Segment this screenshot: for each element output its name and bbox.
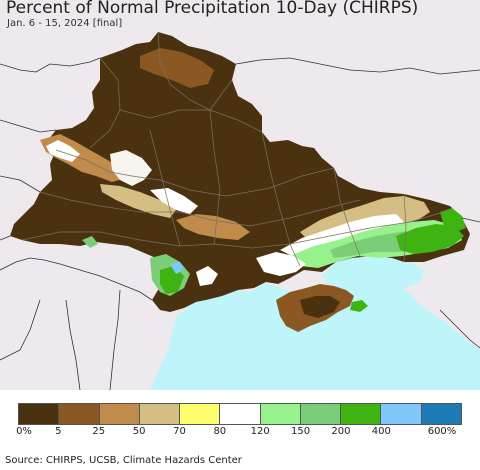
legend-tick-label: 25 xyxy=(92,426,106,437)
region-white-east xyxy=(280,214,404,258)
legend-swatch xyxy=(19,404,60,424)
region-medium-brown-north xyxy=(140,48,214,88)
region-white-west3 xyxy=(150,188,198,214)
legend-swatch xyxy=(220,404,261,424)
sea-of-azov xyxy=(322,256,424,288)
map-subtitle: Jan. 6 - 15, 2024 [final] xyxy=(7,18,123,29)
region-blue-southwest xyxy=(170,262,184,274)
region-white-west2 xyxy=(110,150,152,186)
precipitation-map xyxy=(0,0,480,391)
region-tan-west2 xyxy=(100,184,176,218)
legend-tick-label: 600% xyxy=(427,426,457,437)
legend-tick-label: 50 xyxy=(132,426,146,437)
region-white-west xyxy=(46,140,80,162)
region-darkgreen-east2 xyxy=(440,208,466,232)
legend-swatch xyxy=(139,404,181,424)
legend-swatch xyxy=(99,404,140,424)
legend-swatch xyxy=(341,404,382,424)
legend-tick-label: 70 xyxy=(173,426,186,437)
map-svg xyxy=(0,0,480,391)
legend-tick-label: 200 xyxy=(331,426,351,437)
legend-ticks: 0% 5 25 50 70 80 120 150 200 400 600% xyxy=(0,426,480,440)
legend-swatch xyxy=(381,404,422,424)
country-borders xyxy=(0,57,480,391)
legend-tick-label: 0% xyxy=(16,426,32,437)
legend-swatch xyxy=(180,404,221,424)
region-green-far-west xyxy=(82,236,98,248)
oblast-borders xyxy=(21,31,451,267)
region-tan-center xyxy=(176,214,250,240)
region-white-southwest xyxy=(196,266,218,286)
legend-swatch xyxy=(59,404,100,424)
crimea-east xyxy=(300,296,340,318)
region-darkgreen-east xyxy=(396,224,464,254)
source-credit: Source: CHIRPS, UCSB, Climate Hazards Ce… xyxy=(5,455,242,466)
region-white-south xyxy=(256,252,306,276)
legend-swatch xyxy=(260,404,301,424)
crimea-green xyxy=(350,300,368,312)
legend-tick-label: 80 xyxy=(213,426,227,437)
black-sea xyxy=(150,272,480,390)
legend-tick-label: 400 xyxy=(371,426,391,437)
map-title: Percent of Normal Precipitation 10-Day (… xyxy=(6,0,419,18)
legend-tick-label: 150 xyxy=(290,426,311,437)
color-legend xyxy=(18,403,462,425)
legend-swatch xyxy=(300,404,342,424)
legend-tick-label: 5 xyxy=(55,426,62,437)
legend-tick-label: 120 xyxy=(250,426,270,437)
legend-swatch xyxy=(421,404,461,424)
